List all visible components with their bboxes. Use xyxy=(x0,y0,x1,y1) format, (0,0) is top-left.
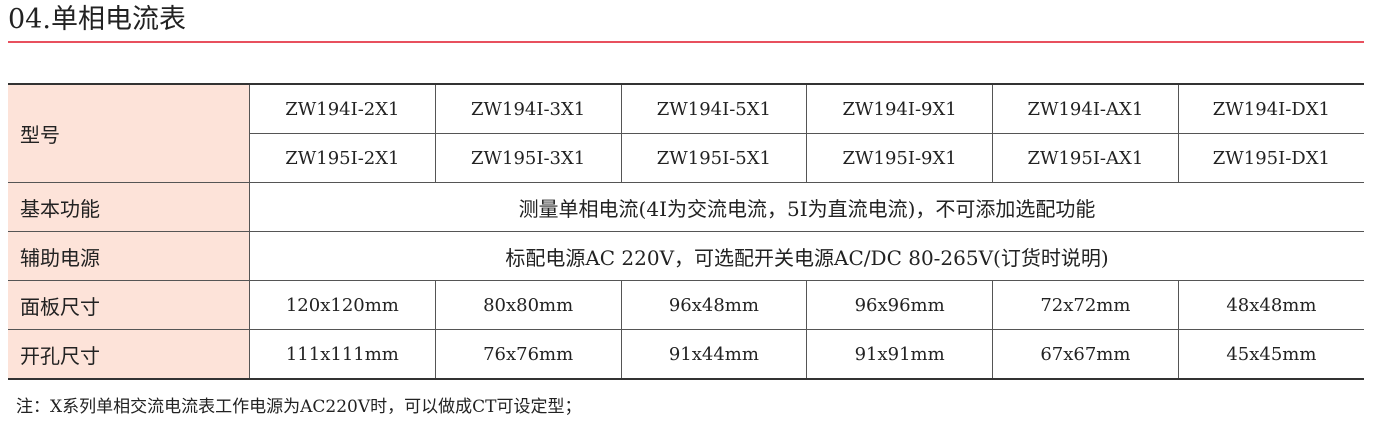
table-cell: ZW195I-DX1 xyxy=(1177,133,1364,183)
table-cell: 48x48mm xyxy=(1177,280,1364,330)
title-divider xyxy=(8,41,1364,43)
table-cell: ZW194I-AX1 xyxy=(992,83,1179,134)
table-cell: ZW194I-5X1 xyxy=(620,83,808,134)
table-cell: ZW195I-AX1 xyxy=(992,133,1179,183)
table-cell: ZW195I-2X1 xyxy=(249,133,436,183)
table-cell: ZW195I-9X1 xyxy=(806,133,993,183)
table-row: 面板尺寸 120x120mm 80x80mm 96x48mm 96x96mm 7… xyxy=(8,280,1364,330)
table-cell: ZW194I-9X1 xyxy=(806,83,993,134)
table-cell: ZW195I-5X1 xyxy=(620,133,808,183)
row-header-function: 基本功能 xyxy=(8,182,250,232)
row-header-panel: 面板尺寸 xyxy=(8,280,250,330)
table-row: 基本功能 测量单相电流(4I为交流电流，5I为直流电流)，不可添加选配功能 xyxy=(8,182,1364,232)
table-cell: 80x80mm xyxy=(434,280,622,330)
table-cell: 96x96mm xyxy=(806,280,993,330)
footnote: 注：X系列单相交流电流表工作电源为AC220V时，可以做成CT可设定型； xyxy=(16,397,582,417)
row-header-power: 辅助电源 xyxy=(8,231,250,281)
table-cell: ZW194I-3X1 xyxy=(434,83,622,134)
table-cell: 72x72mm xyxy=(992,280,1179,330)
table-cell: 67x67mm xyxy=(992,329,1179,380)
section-title: 04.单相电流表 xyxy=(8,4,186,35)
table-cell: 91x91mm xyxy=(806,329,993,380)
row-header-cutout: 开孔尺寸 xyxy=(8,329,250,380)
table-cell: ZW194I-2X1 xyxy=(249,83,436,134)
row-header-model: 型号 xyxy=(8,83,250,183)
table-cell: 45x45mm xyxy=(1177,329,1364,380)
table-cell: 标配电源AC 220V，可选配开关电源AC/DC 80-265V(订货时说明) xyxy=(249,231,1364,281)
spec-table: 型号 ZW194I-2X1 ZW194I-3X1 ZW194I-5X1 ZW19… xyxy=(8,83,1364,380)
table-cell: 111x111mm xyxy=(249,329,436,380)
table-cell: ZW195I-3X1 xyxy=(434,133,622,183)
table-row: 型号 ZW194I-2X1 ZW194I-3X1 ZW194I-5X1 ZW19… xyxy=(8,83,1364,183)
table-cell: 96x48mm xyxy=(620,280,808,330)
table-cell: ZW194I-DX1 xyxy=(1177,83,1364,134)
table-cell: 76x76mm xyxy=(434,329,622,380)
table-cell: 测量单相电流(4I为交流电流，5I为直流电流)，不可添加选配功能 xyxy=(249,182,1364,232)
table-row: 辅助电源 标配电源AC 220V，可选配开关电源AC/DC 80-265V(订货… xyxy=(8,231,1364,281)
table-row: 开孔尺寸 111x111mm 76x76mm 91x44mm 91x91mm 6… xyxy=(8,329,1364,380)
table-cell: 120x120mm xyxy=(249,280,436,330)
table-cell: 91x44mm xyxy=(620,329,808,380)
